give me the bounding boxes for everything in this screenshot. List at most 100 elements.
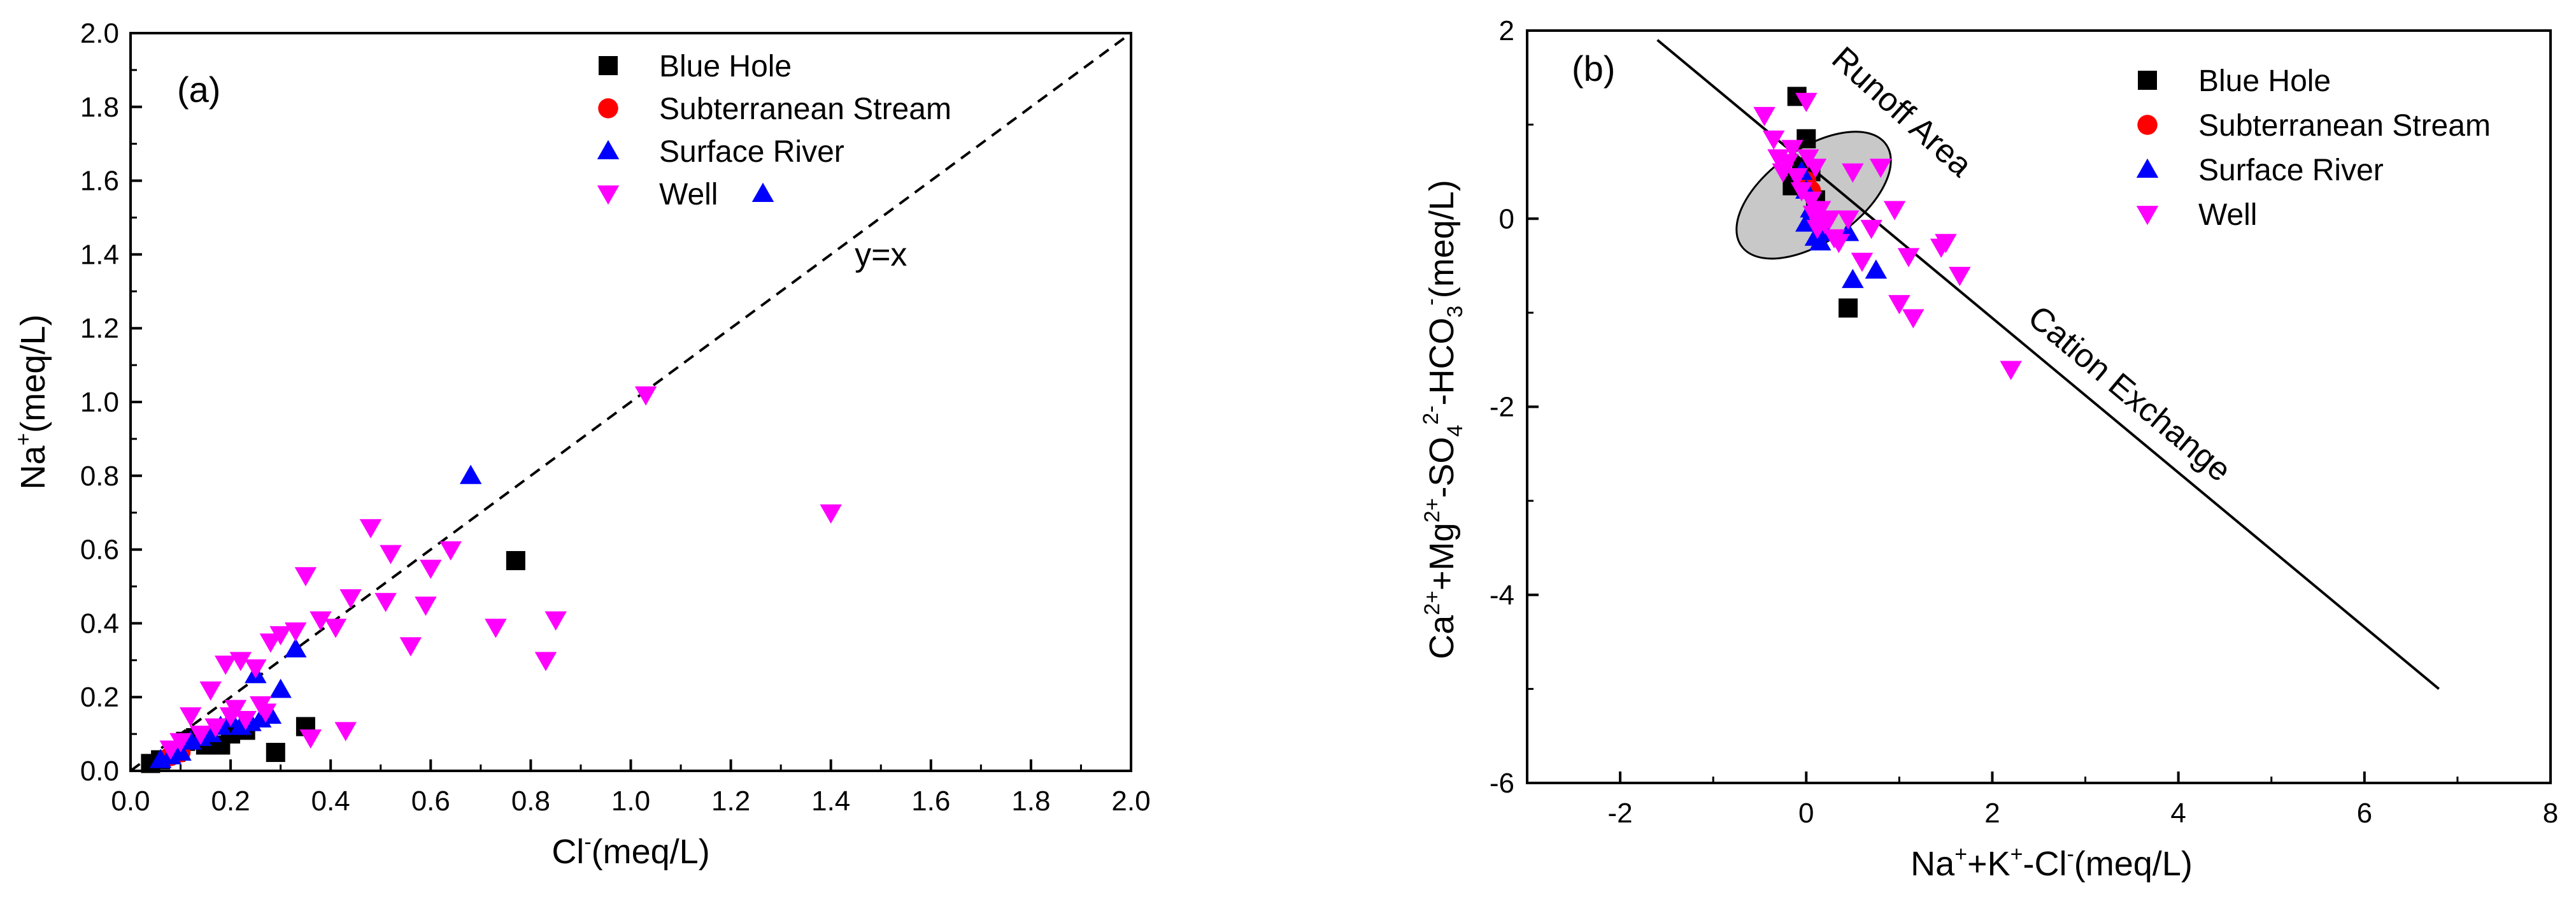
chart-b-ytick-label-4: 2	[1499, 15, 1514, 47]
chart-b-legend-label-0: Blue Hole	[2198, 64, 2331, 98]
chart-a-point-3-28	[420, 559, 442, 579]
chart-a-ytick-label-3: 0.6	[80, 535, 119, 566]
chart-a-point-2-5	[199, 722, 222, 743]
chart-b-point-2-8	[1842, 268, 1864, 289]
chart-a-point-3-21	[334, 722, 357, 742]
chart-b-point-3-12	[1804, 159, 1827, 178]
chart-b-xtick-label-5: 8	[2543, 798, 2558, 829]
chart-a-ytick-label-6: 1.2	[80, 313, 119, 344]
chart-b-point-3-5	[1781, 140, 1804, 159]
chart-a-point-3-17	[294, 567, 317, 587]
chart-b-frame	[1526, 29, 2552, 784]
chart-a-ytick-label-0: 0.0	[80, 756, 119, 787]
chart-b-xtick-label-3: 4	[2170, 798, 2186, 829]
chart-a-point-3-22	[339, 589, 362, 609]
chart-a-xtick-label-3: 0.6	[411, 786, 450, 817]
chart-a-point-3-1	[169, 733, 192, 752]
chart-a-legend-label-3: Well	[659, 178, 718, 212]
chart-a-point-3-11	[245, 659, 267, 679]
chart-b-point-3-23	[1869, 159, 1892, 178]
chart-b: -2 0 2 4 6 8 -6 -4 -2 0 2 Na++K+-Cl-(meq/L) Ca2++Mg2…	[1419, 15, 2558, 883]
chart-a-point-3-19	[310, 611, 332, 631]
chart-b-legend-marker-2	[2136, 158, 2159, 178]
chart-b-point-3-8	[1795, 92, 1818, 112]
chart-a-point-3-14	[259, 633, 282, 653]
chart-a-xlabel: Cl-(meq/L)	[551, 830, 709, 871]
chart-a-ytick-label-9: 1.8	[80, 92, 119, 123]
chart-b-point-3-0	[1753, 106, 1775, 127]
chart-a-ylabel: Na+(meq/L)	[11, 315, 52, 490]
chart-a-point-3-15	[269, 626, 292, 646]
chart-b-ytick-label-3: 0	[1499, 203, 1514, 234]
chart-a-xtick-label-1: 0.2	[211, 786, 250, 817]
chart-a-point-3-3	[189, 726, 212, 745]
chart-b-xlabel: Na++K+-Cl-(meq/L)	[1911, 842, 2193, 883]
chart-a-point-3-5	[204, 718, 227, 738]
chart-a-point-2-14	[284, 638, 307, 657]
chart-a-xtick-label-5: 1.0	[611, 786, 650, 817]
chart-a-reference-label: y=x	[855, 236, 907, 273]
chart-a-point-3-25	[380, 545, 402, 564]
chart-b-point-3-24	[1883, 201, 1906, 220]
chart-a-xtick-label-0: 0.0	[111, 786, 150, 817]
chart-a-legend-label-0: Blue Hole	[659, 50, 792, 83]
chart-a-point-3-6	[214, 656, 237, 675]
chart-b-point-3-19	[1837, 210, 1860, 230]
chart-a-point-0-11	[506, 550, 525, 570]
chart-b-point-0-7	[1839, 298, 1858, 318]
chart-b-xtick-label-2: 2	[1984, 798, 2000, 829]
chart-b-ylabel: Ca2++Mg2+-SO42--HCO3-(meq/L)	[1419, 180, 1467, 659]
chart-a-point-3-23	[359, 519, 382, 539]
chart-a-xtick-label-4: 0.8	[511, 786, 550, 817]
chart-a-legend-marker-3	[597, 185, 620, 205]
chart-b-point-3-26	[1897, 248, 1920, 268]
chart-a-point-3-26	[399, 637, 422, 657]
chart-a-ytick-label-1: 0.2	[80, 682, 119, 713]
chart-a-point-3-16	[284, 622, 307, 642]
chart-b-point-3-6	[1786, 168, 1808, 188]
chart-b-legend-marker-1	[2137, 115, 2158, 135]
chart-a-point-3-18	[299, 729, 322, 749]
chart-b-point-3-20	[1842, 163, 1864, 183]
chart-a-legend-label-1: Subterranean Stream	[659, 92, 951, 126]
chart-a-ytick-label-4: 0.8	[80, 461, 119, 492]
chart-a-xtick-label-10: 2.0	[1111, 786, 1150, 817]
chart-b-legend-label-3: Well	[2198, 198, 2257, 232]
chart-a-legend-marker-0	[599, 56, 618, 75]
chart-a-point-0-9	[266, 743, 285, 763]
chart-a-xtick-label-6: 1.2	[711, 786, 750, 817]
chart-b-point-2-9	[1865, 259, 1888, 279]
chart-a-panel-label: (a)	[177, 69, 220, 110]
chart-b-legend-marker-3	[2136, 206, 2159, 226]
chart-b-ytick-label-0: -6	[1490, 768, 1514, 799]
chart-a-point-2-15	[459, 464, 482, 484]
chart-b-point-3-18	[1828, 234, 1850, 254]
chart-a-point-2-13	[269, 678, 292, 698]
chart-a-point-3-24	[374, 592, 397, 612]
chart-b-point-3-21	[1851, 252, 1874, 272]
chart-b-ytick-label-2: -2	[1490, 392, 1514, 423]
chart-a-xtick-label-8: 1.6	[911, 786, 950, 817]
chart-b-xtick-label-0: -2	[1608, 798, 1633, 829]
chart-a-reference-line	[129, 32, 1132, 772]
chart-a-xtick-label-9: 1.8	[1011, 786, 1050, 817]
chart-a-legend: Blue Hole Subterranean Stream Surface Rive…	[597, 50, 951, 212]
chart-a-ytick-label-10: 2.0	[80, 18, 119, 49]
chart-a-point-3-8	[224, 700, 247, 719]
chart-b-legend: Blue Hole Subterranean Stream Surface Rive…	[2136, 64, 2491, 232]
chart-a-point-3-10	[234, 711, 257, 731]
chart-a-point-3-20	[324, 619, 347, 638]
chart-b-xtick-label-4: 6	[2357, 798, 2372, 829]
chart-a-legend-marker-1	[598, 98, 618, 118]
chart-a-point-3-32	[544, 611, 567, 631]
chart-a-point-3-33	[634, 386, 657, 406]
chart-b-legend-label-2: Surface River	[2198, 154, 2384, 187]
chart-a-point-3-30	[485, 619, 507, 638]
chart-b-ytick-label-1: -4	[1490, 580, 1514, 611]
chart-b-cation-label: Cation Exchange	[2021, 299, 2238, 489]
chart-a-point-3-13	[254, 703, 277, 723]
chart-a: y=x 0.0 0.2 0.4 0.6 0.8 1.0 1.2 1.4 1.6 1.8 2.0 0.0 0…	[11, 18, 1151, 871]
chart-b-legend-marker-0	[2138, 71, 2157, 90]
chart-b-point-3-30	[1949, 266, 1971, 287]
